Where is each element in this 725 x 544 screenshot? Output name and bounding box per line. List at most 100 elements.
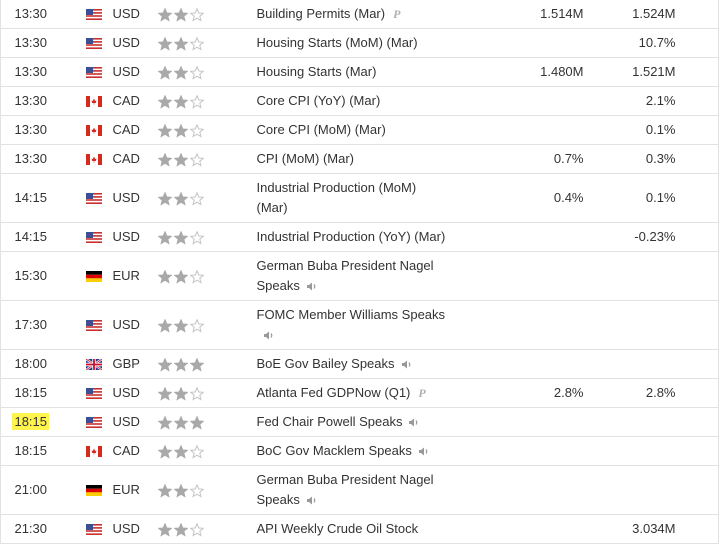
previous: 2.1% [590, 86, 683, 116]
event-row: 18:00 GBP BoE Gov Bailey Speaks [0, 349, 719, 379]
flag-cell [60, 300, 113, 350]
currency: USD [112, 57, 158, 87]
star [188, 36, 205, 51]
star [188, 386, 205, 401]
spacer [682, 144, 719, 174]
star [156, 123, 173, 138]
forecast [490, 115, 591, 145]
importance [156, 251, 251, 301]
spacer [682, 173, 719, 223]
flag-cell [60, 86, 113, 116]
event-row: 13:30 CAD Core CPI (MoM) (Mar) 0.1% [0, 115, 719, 145]
event-cell: Atlanta Fed GDPNow (Q1) P [250, 378, 491, 408]
star-shape [188, 415, 205, 430]
sound [270, 333, 272, 338]
currency: USD [112, 173, 158, 223]
currency: USD [112, 407, 158, 437]
time: 21:30 [14, 521, 48, 536]
event-row: 18:15 USD Fed Chair Powell Speaks [0, 407, 719, 437]
star [156, 415, 173, 430]
star-shape [172, 65, 189, 80]
preliminary-icon: P [418, 386, 426, 400]
importance [156, 115, 251, 145]
star [188, 191, 205, 206]
speaker [401, 360, 407, 369]
event-row: 21:30 USD API Weekly Crude Oil Stock 3.034M [0, 514, 719, 544]
star [156, 230, 173, 245]
star-shape [156, 318, 173, 333]
flag-cell [60, 514, 113, 544]
event-name: German Buba President Nagel Speaks [256, 472, 434, 507]
importance [156, 378, 251, 408]
forecast [490, 300, 591, 350]
flag-cell [60, 173, 113, 223]
speaker [263, 331, 269, 340]
previous: 1.521M [590, 57, 683, 87]
flag-cell [60, 57, 113, 87]
previous: 10.7% [590, 28, 683, 58]
flag-icon [85, 445, 102, 457]
speaker [306, 282, 312, 291]
star [156, 522, 173, 537]
event-name: FOMC Member Williams Speaks [256, 307, 446, 322]
star [172, 152, 189, 167]
star-shape [188, 7, 205, 22]
flag-icon [85, 192, 102, 204]
star [172, 94, 189, 109]
forecast [490, 465, 591, 515]
star-shape [172, 483, 189, 498]
star-shape [172, 444, 189, 459]
event-name: Building Permits (Mar) [256, 6, 386, 21]
event-wrap: Industrial Production (YoY) (Mar) [257, 227, 491, 247]
star-shape [188, 36, 205, 51]
star-shape [188, 191, 205, 206]
event-row: 18:15 CAD BoC Gov Macklem Speaks [0, 436, 719, 466]
star [188, 318, 205, 333]
event-row: 13:30 USD Housing Starts (MoM) (Mar) 10.7% [0, 28, 719, 58]
star [172, 415, 189, 430]
event-row: 15:30 EUR German Buba President Nagel Spea… [0, 251, 719, 301]
event-cell: German Buba President Nagel Speaks [250, 251, 491, 301]
time-cell: 18:15 [0, 378, 61, 408]
star-shape [156, 230, 173, 245]
time-cell: 17:30 [0, 300, 61, 350]
star [188, 357, 205, 372]
event-name: Fed Chair Powell Speaks [256, 414, 403, 429]
event-row: 13:30 CAD CPI (MoM) (Mar) 0.7% 0.3% [0, 144, 719, 174]
forecast: 1.514M [490, 0, 591, 29]
forecast: 1.480M [490, 57, 591, 87]
event-row: 21:00 EUR German Buba President Nagel Spea… [0, 465, 719, 515]
star-shape [156, 357, 173, 372]
star-shape [156, 152, 173, 167]
event-cell: Housing Starts (Mar) [250, 57, 491, 87]
flag-icon [85, 66, 102, 78]
star [156, 483, 173, 498]
flag-icon [85, 523, 102, 535]
time: 18:15 [14, 443, 48, 458]
event-wrap: Fed Chair Powell Speaks [257, 412, 491, 432]
star-shape [156, 123, 173, 138]
star-shape [172, 386, 189, 401]
star-shape [172, 318, 189, 333]
event-cell: Core CPI (YoY) (Mar) [250, 86, 491, 116]
event-wrap: German Buba President Nagel Speaks [257, 256, 452, 296]
forecast: 0.4% [490, 173, 591, 223]
importance [156, 86, 251, 116]
flag-icon [85, 231, 102, 243]
event-name: Industrial Production (MoM) (Mar) [256, 180, 417, 215]
star-shape [172, 269, 189, 284]
time-cell: 14:15 [0, 222, 61, 252]
time: 13:30 [14, 6, 48, 21]
flag-cell [60, 436, 113, 466]
star [188, 94, 205, 109]
spacer [682, 0, 719, 29]
currency: EUR [112, 465, 158, 515]
flag-cell [60, 222, 113, 252]
event-name: Industrial Production (YoY) (Mar) [256, 229, 446, 244]
flag-icon [85, 8, 102, 20]
forecast [490, 86, 591, 116]
importance [156, 57, 251, 87]
currency: CAD [112, 144, 158, 174]
